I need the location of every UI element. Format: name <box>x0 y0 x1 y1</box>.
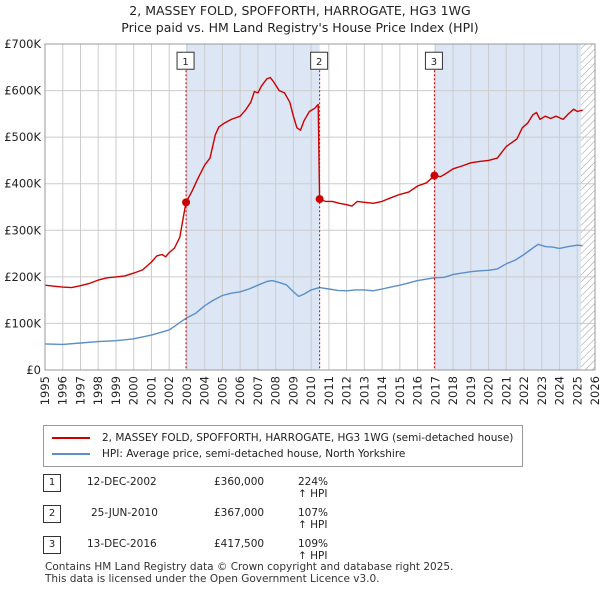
hpi-line <box>45 243 583 346</box>
x-tick-label: 2002 <box>162 376 176 405</box>
x-tick-label: 2010 <box>304 376 318 405</box>
x-tick-label: 2016 <box>411 376 425 405</box>
x-tick-label: 2011 <box>322 376 336 405</box>
legend-swatch-property <box>52 437 90 439</box>
x-tick-label: 2001 <box>144 376 158 405</box>
x-tick-label: 2026 <box>588 376 600 405</box>
legend-item-hpi: HPI: Average price, semi-detached house,… <box>52 447 405 461</box>
legend-item-property: 2, MASSEY FOLD, SPOFFORTH, HARROGATE, HG… <box>52 431 513 445</box>
sale-marker-box <box>176 51 195 70</box>
x-tick-label: 1995 <box>38 376 52 405</box>
sale-point <box>315 195 324 204</box>
x-tick-label: 2009 <box>286 376 300 405</box>
x-tick-label: 2006 <box>233 376 247 405</box>
shaded-period <box>434 44 581 370</box>
x-tick-label: 1996 <box>56 376 70 405</box>
sale-price: £360,000 <box>214 476 265 488</box>
x-tick-label: 1997 <box>73 376 87 405</box>
sale-price: £417,500 <box>214 538 265 550</box>
price-chart: 1 2 3 £0 £100K £200K £300K £400K £500K £600K £700… <box>4 37 600 405</box>
forecast-hatch <box>580 44 595 370</box>
y-tick-label: £300K <box>4 223 41 237</box>
y-tick-label: £700K <box>4 37 41 51</box>
x-tick-label: 1998 <box>91 376 105 405</box>
chart-subtitle: Price paid vs. HM Land Registry's House … <box>121 20 479 35</box>
sale-hpi-change: 224% ↑ HPI <box>298 476 329 500</box>
y-tick-label: £200K <box>4 270 41 284</box>
x-tick-label: 2012 <box>340 376 354 405</box>
sale-date: 25-JUN-2010 <box>91 507 158 519</box>
x-tick-label: 2013 <box>357 376 371 405</box>
sale-point <box>182 198 191 207</box>
x-tick-label: 2015 <box>393 376 407 405</box>
sale-marker-box <box>310 51 329 70</box>
y-tick-label: £0 <box>26 363 41 377</box>
sale-number: 2 <box>43 505 61 523</box>
x-tick-label: 2008 <box>269 376 283 405</box>
sale-date: 13-DEC-2016 <box>87 538 157 550</box>
sale-point <box>430 171 439 180</box>
x-tick-label: 2021 <box>499 376 513 405</box>
sale-price: £367,000 <box>214 507 265 519</box>
y-tick-label: £100K <box>4 316 41 330</box>
x-tick-label: 1999 <box>109 376 123 405</box>
chart-title: 2, MASSEY FOLD, SPOFFORTH, HARROGATE, HG… <box>129 3 471 18</box>
property-price-line <box>45 76 583 289</box>
x-tick-label: 2025 <box>570 376 584 405</box>
sale-marker-label: 3 <box>431 57 437 68</box>
x-tick-label: 2022 <box>517 376 531 405</box>
x-tick-label: 2019 <box>464 376 478 405</box>
plot-border <box>44 43 596 371</box>
sale-marker-label: 2 <box>316 57 322 68</box>
x-tick-label: 2004 <box>198 376 212 405</box>
x-tick-label: 2003 <box>180 376 194 405</box>
shaded-period <box>186 44 320 370</box>
x-tick-label: 2023 <box>535 376 549 405</box>
x-tick-label: 2020 <box>482 376 496 405</box>
x-tick-label: 2005 <box>215 376 229 405</box>
x-tick-label: 2000 <box>127 376 141 405</box>
x-tick-label: 2024 <box>553 376 567 405</box>
x-tick-label: 2007 <box>251 376 265 405</box>
sale-marker-label: 1 <box>182 57 188 68</box>
sale-hpi-change: 109% ↑ HPI <box>298 538 329 562</box>
legend-label-hpi: HPI: Average price, semi-detached house,… <box>102 448 406 460</box>
legend: 2, MASSEY FOLD, SPOFFORTH, HARROGATE, HG… <box>43 425 523 467</box>
y-tick-label: £400K <box>4 177 41 191</box>
y-tick-label: £500K <box>4 130 41 144</box>
footer-copyright: Contains HM Land Registry data © Crown c… <box>45 561 454 573</box>
sale-number: 3 <box>43 536 61 554</box>
sale-marker-box <box>424 51 443 70</box>
y-tick-label: £600K <box>4 84 41 98</box>
x-tick-label: 2017 <box>428 376 442 405</box>
x-tick-label: 2014 <box>375 376 389 405</box>
legend-swatch-hpi <box>52 453 90 455</box>
sale-number: 1 <box>43 474 61 492</box>
x-tick-label: 2018 <box>446 376 460 405</box>
sale-hpi-change: 107% ↑ HPI <box>298 507 329 531</box>
sale-date: 12-DEC-2002 <box>87 476 157 488</box>
legend-label-property: 2, MASSEY FOLD, SPOFFORTH, HARROGATE, HG… <box>102 432 514 444</box>
footer-licence: This data is licensed under the Open Gov… <box>45 573 380 585</box>
